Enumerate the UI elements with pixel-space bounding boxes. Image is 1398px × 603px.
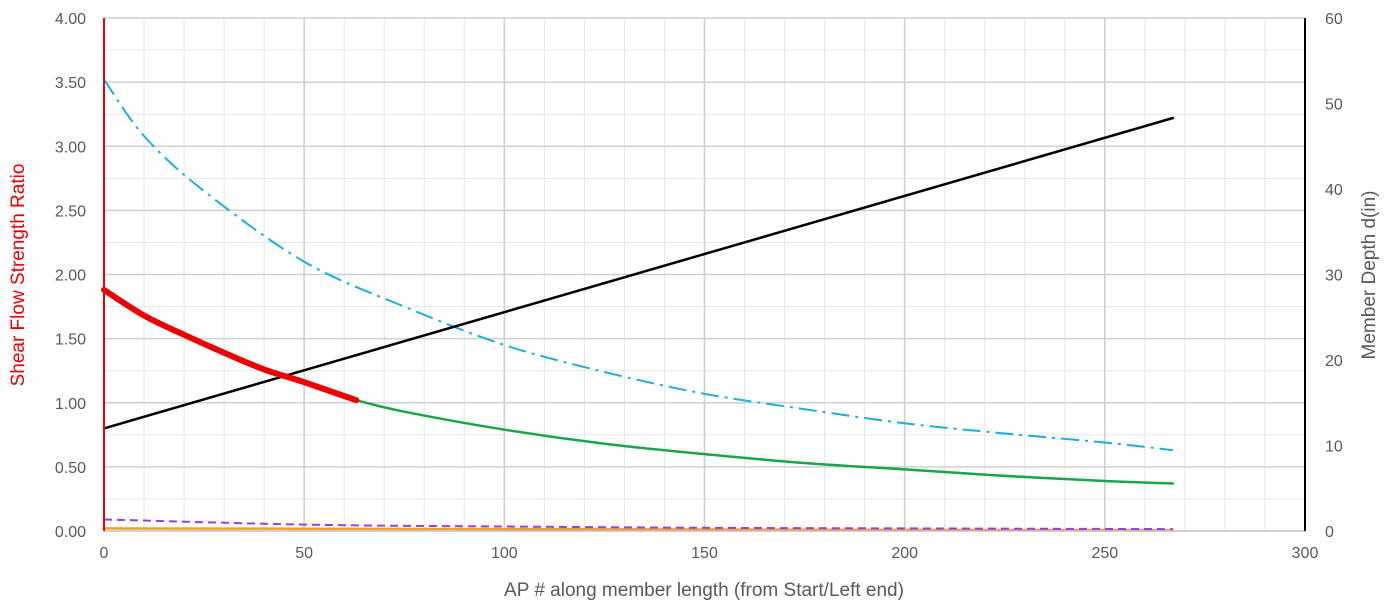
y-axis-title: Shear Flow Strength Ratio: [8, 164, 29, 387]
y-tick-label: 1.00: [55, 396, 86, 413]
axes: [103, 18, 1306, 532]
y-tick-label: 2.50: [55, 203, 86, 220]
y2-tick-label: 40: [1325, 182, 1343, 199]
series-line-purple-dashed: [103, 518, 1173, 531]
x-tick-label: 250: [1091, 545, 1118, 562]
y-tick-label: 3.00: [55, 139, 86, 156]
y2-tick-label: 20: [1325, 353, 1343, 370]
tick-labels: 0 50 100 150 200 250 3000.000.501.001.502.002.…: [55, 11, 1343, 562]
y2-tick-label: 30: [1325, 268, 1343, 285]
y-tick-label: 1.50: [55, 332, 86, 349]
y-tick-label: 2.00: [55, 268, 86, 285]
y-tick-label: 3.50: [55, 75, 86, 92]
x-tick-label: 50: [295, 545, 313, 562]
series-line-ratio-green: [354, 398, 1175, 485]
series-layer: [101, 79, 1175, 532]
y2-tick-label: 50: [1325, 97, 1343, 114]
y-tick-label: 4.00: [55, 11, 86, 28]
y-tick-label: 0.00: [55, 524, 86, 541]
y2-tick-label: 0: [1325, 524, 1334, 541]
x-tick-label: 0: [100, 545, 109, 562]
series-line-orange: [102, 527, 1175, 532]
series-line-blue-dashdot: [103, 79, 1174, 452]
series-line-ratio-red: [101, 286, 360, 404]
y2-tick-label: 10: [1325, 439, 1343, 456]
y-tick-label: 0.50: [55, 460, 86, 477]
x-tick-label: 150: [691, 545, 718, 562]
x-axis-title: AP # along member length (from Start/Lef…: [504, 580, 904, 601]
x-tick-label: 300: [1292, 545, 1319, 562]
y2-axis-title: Member Depth d(in): [1359, 191, 1380, 360]
x-tick-label: 100: [491, 545, 518, 562]
y2-tick-label: 60: [1325, 11, 1343, 28]
x-tick-label: 200: [891, 545, 918, 562]
grid: [104, 17, 1305, 531]
